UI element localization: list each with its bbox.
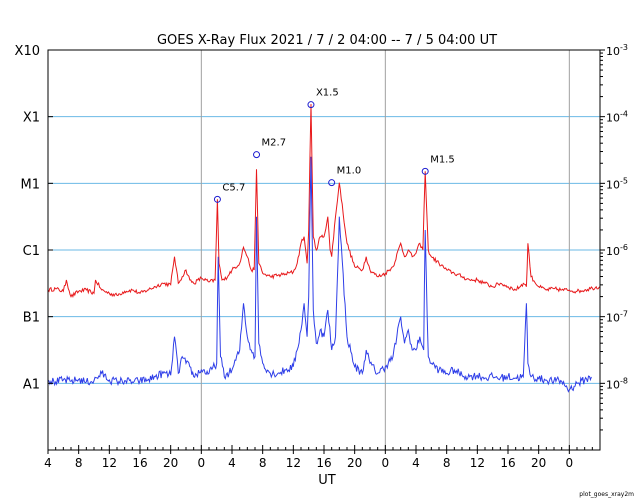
flare-marker	[307, 101, 315, 109]
flux-label: 10-8	[606, 376, 628, 391]
flare-marker	[253, 151, 261, 159]
flux-label: 10-7	[606, 310, 628, 325]
flare-marker	[421, 167, 429, 175]
class-label: M1	[21, 177, 41, 192]
flare-label: M2.7	[262, 138, 287, 149]
x-tick-label: 12	[102, 456, 117, 470]
x-tick-label: 12	[286, 456, 301, 470]
class-label: A1	[23, 377, 40, 392]
x-tick-label: 16	[500, 456, 515, 470]
x-tick-label: 0	[198, 456, 206, 470]
class-label: X10	[15, 44, 40, 59]
flux-label: 10-5	[606, 176, 628, 191]
flare-label: C5.7	[222, 182, 245, 193]
x-axis-label: UT	[318, 473, 336, 488]
x-tick-label: 4	[44, 456, 52, 470]
x-tick-label: 0	[382, 456, 390, 470]
class-label: X1	[23, 111, 40, 126]
x-tick-label: 16	[132, 456, 147, 470]
flux-label: 10-4	[606, 110, 628, 125]
chart-title: GOES X-Ray Flux 2021 / 7 / 2 04:00 -- 7 …	[157, 33, 497, 48]
x-tick-label: 20	[163, 456, 178, 470]
x-tick-label: 8	[443, 456, 451, 470]
class-label: B1	[23, 311, 40, 326]
x-tick-label: 8	[259, 456, 267, 470]
footer-text: plot_goes_xray2m	[579, 491, 634, 498]
series-long-wavelength	[47, 103, 601, 298]
x-tick-label: 4	[412, 456, 420, 470]
class-label: C1	[23, 244, 40, 259]
flux-label: 10-3	[606, 43, 628, 58]
flux-label: 10-6	[606, 243, 628, 258]
x-tick-label: 4	[228, 456, 236, 470]
flare-marker	[213, 195, 221, 203]
x-tick-label: 20	[531, 456, 546, 470]
x-tick-label: 20	[347, 456, 362, 470]
x-tick-label: 16	[316, 456, 331, 470]
flare-label: M1.0	[337, 166, 362, 177]
flare-label: X1.5	[316, 88, 339, 99]
x-tick-label: 0	[566, 456, 574, 470]
x-tick-label: 12	[470, 456, 485, 470]
x-tick-label: 8	[75, 456, 83, 470]
flare-marker	[328, 179, 336, 187]
series-short-wavelength	[47, 156, 592, 393]
flare-label: M1.5	[430, 154, 455, 165]
